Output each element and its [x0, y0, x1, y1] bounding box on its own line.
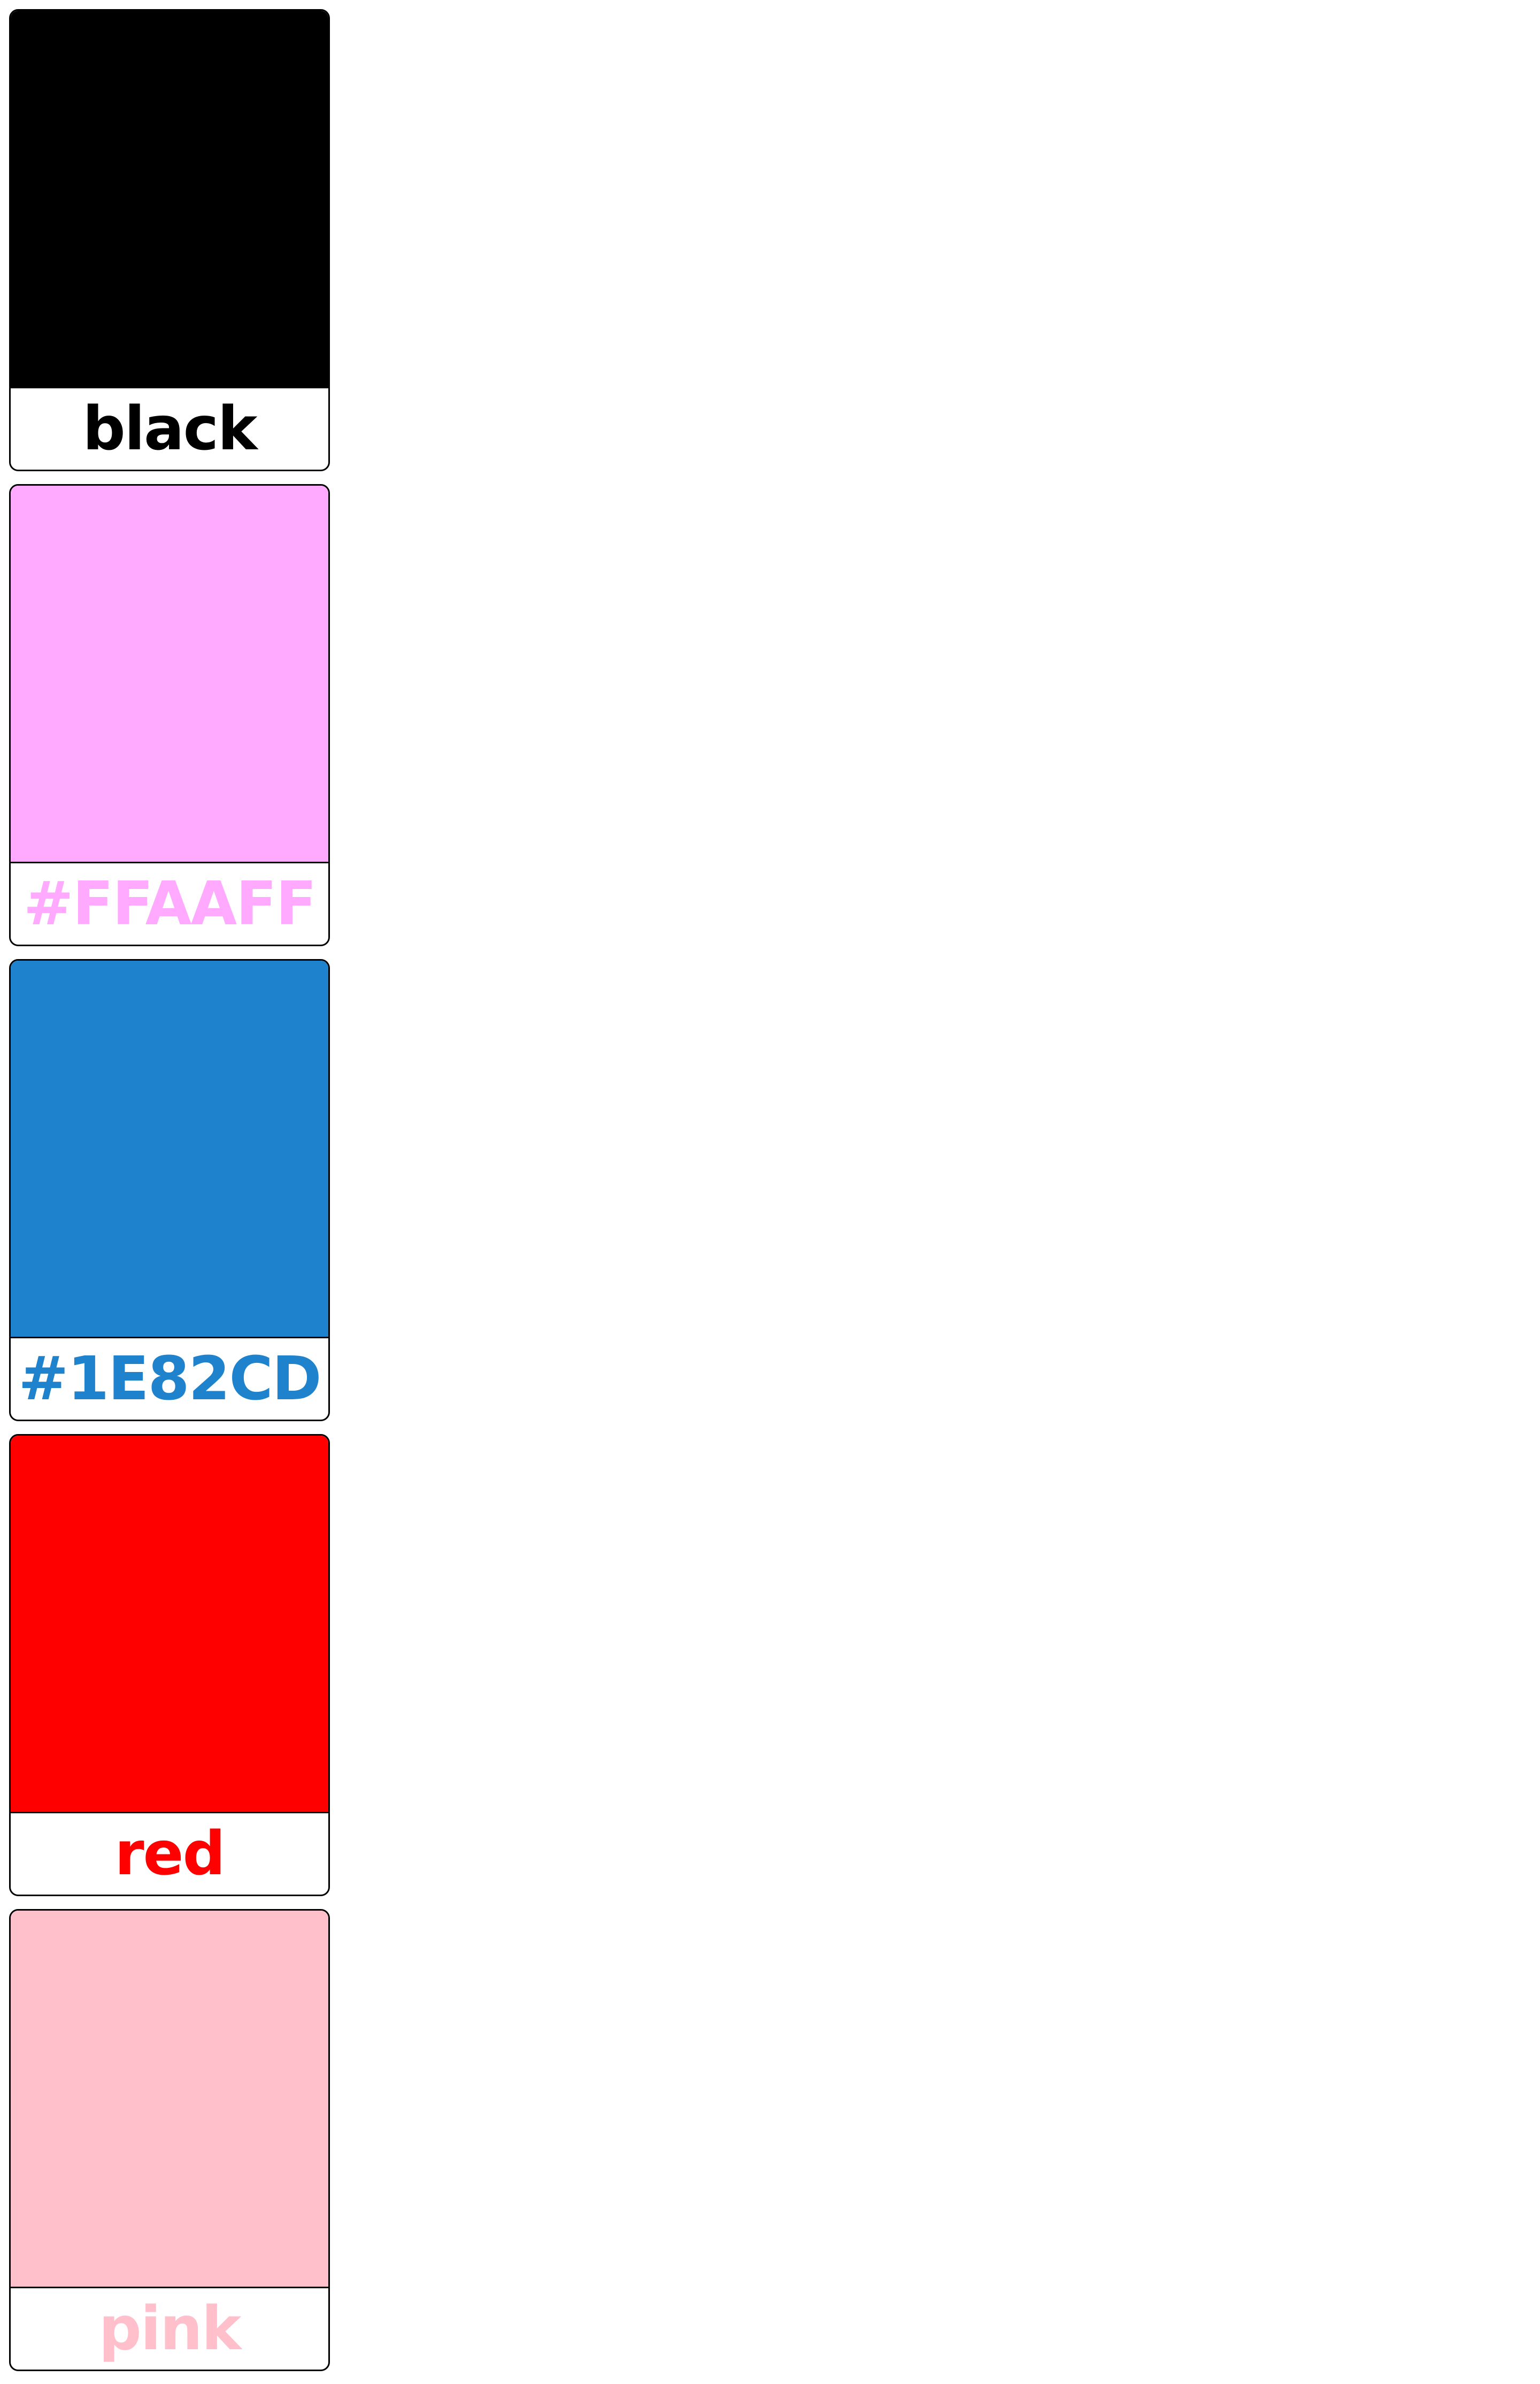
swatch-label: #FFAAFF [23, 869, 317, 939]
swatch-color-block [11, 1436, 328, 1813]
color-swatch-ffaaff: #FFAAFF [9, 484, 330, 946]
swatch-label: pink [98, 2294, 242, 2364]
swatch-label: red [114, 1819, 225, 1889]
color-swatch-black: black [9, 9, 330, 471]
color-swatch-list: black #FFAAFF #1E82CD red pink [9, 9, 330, 2384]
color-swatch-pink: pink [9, 1909, 330, 2371]
swatch-label: #1E82CD [18, 1344, 321, 1414]
swatch-label: black [82, 394, 257, 464]
color-swatch-1e82cd: #1E82CD [9, 959, 330, 1421]
swatch-color-block [11, 11, 328, 388]
swatch-color-block [11, 486, 328, 863]
color-swatch-red: red [9, 1434, 330, 1896]
swatch-color-block [11, 961, 328, 1338]
swatch-color-block [11, 1911, 328, 2288]
